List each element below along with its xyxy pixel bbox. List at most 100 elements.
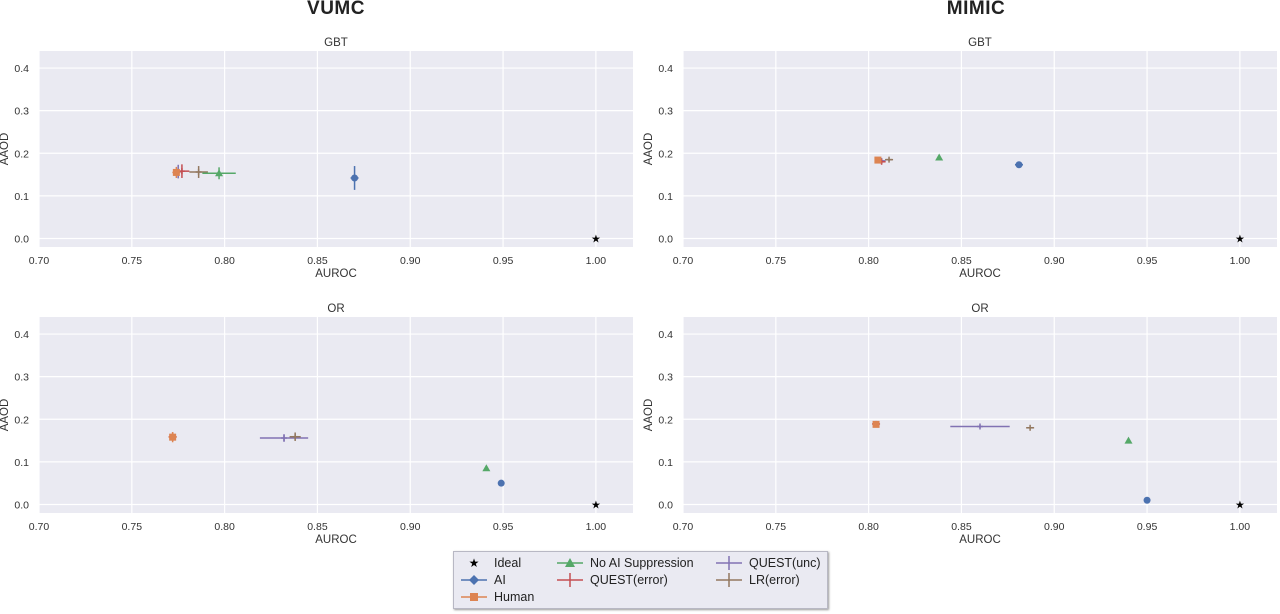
column-title-mimic: MIMIC xyxy=(946,0,1006,19)
y-tick-label: 0.2 xyxy=(14,148,29,160)
point-human xyxy=(172,166,181,178)
x-axis-label: AUROC xyxy=(315,268,357,280)
point-lr-error xyxy=(289,432,301,441)
point-human xyxy=(874,156,882,164)
svg-text:★: ★ xyxy=(469,556,480,570)
x-axis-label: AUROC xyxy=(959,268,1001,280)
y-tick-label: 0.3 xyxy=(658,372,673,384)
y-tick-label: 0.3 xyxy=(658,106,673,118)
panel-vumc-or: 0.70 0.75 0.80 0.85 0.90 0.95 1.00 0.0 0.1 0.2 0.3… xyxy=(0,303,633,546)
legend-item-lr-error: LR(error) xyxy=(715,572,800,588)
y-tick-label: 0.2 xyxy=(658,414,673,426)
x-tick-label: 0.75 xyxy=(122,521,143,533)
panel-mimic-gbt: 0.70 0.75 0.80 0.85 0.90 0.95 1.00 0.0 0.1 0.2 0.3… xyxy=(643,37,1277,280)
x-axis-label: AUROC xyxy=(959,534,1001,546)
quest-error-marker-icon xyxy=(557,573,583,587)
y-tick-label: 0.4 xyxy=(14,63,29,75)
x-tick-label: 1.00 xyxy=(1230,521,1251,533)
plot-background xyxy=(39,51,633,247)
plot-background xyxy=(39,317,633,513)
panel-title: GBT xyxy=(324,37,348,49)
point-human xyxy=(872,420,880,428)
legend-label: Human xyxy=(494,590,535,604)
legend-item-quest-unc: QUEST(unc) xyxy=(715,555,821,571)
ai-marker xyxy=(1143,496,1151,504)
quest-unc-marker-icon xyxy=(716,556,742,570)
human-marker xyxy=(874,156,882,164)
ai-marker xyxy=(497,479,505,487)
panel-title: OR xyxy=(971,303,988,315)
y-tick-label: 0.0 xyxy=(14,233,29,245)
legend-item-no-ai-suppression: No AI Suppression xyxy=(556,555,694,571)
y-tick-label: 0.0 xyxy=(14,499,29,511)
x-tick-label: 0.95 xyxy=(1137,521,1158,533)
y-tick-label: 0.1 xyxy=(658,457,673,469)
ideal-star-marker: ★ xyxy=(1235,233,1245,245)
x-tick-label: 0.70 xyxy=(29,521,50,533)
column-title-vumc: VUMC xyxy=(307,0,365,19)
panel-title: GBT xyxy=(968,37,992,49)
y-axis-label: AAOD xyxy=(0,399,11,432)
plot-background xyxy=(683,317,1277,513)
x-tick-label: 0.70 xyxy=(673,255,694,267)
x-axis-label: AUROC xyxy=(315,534,357,546)
x-tick-label: 0.70 xyxy=(29,255,50,267)
lr-error-marker-icon xyxy=(716,573,742,587)
y-tick-label: 0.3 xyxy=(14,106,29,118)
legend-label: LR(error) xyxy=(749,573,800,587)
legend-item-human: Human xyxy=(460,589,534,605)
point-ai xyxy=(497,479,505,487)
point-no-ai-suppression xyxy=(482,464,491,472)
x-tick-label: 0.75 xyxy=(122,255,143,267)
x-tick-label: 0.95 xyxy=(493,255,514,267)
point-ai xyxy=(350,166,359,190)
x-tick-label: 0.80 xyxy=(214,255,235,267)
legend-item-quest-error: QUEST(error) xyxy=(556,572,668,588)
human-marker xyxy=(169,433,177,441)
x-tick-label: 0.75 xyxy=(766,521,787,533)
legend-item-ai: AI xyxy=(460,572,506,588)
x-tick-label: 0.85 xyxy=(951,255,972,267)
legend-label: No AI Suppression xyxy=(590,556,694,570)
point-ai xyxy=(1143,496,1151,504)
y-tick-label: 0.0 xyxy=(658,499,673,511)
triangle-marker xyxy=(215,169,224,177)
y-tick-label: 0.1 xyxy=(14,457,29,469)
ai-marker xyxy=(1015,161,1023,169)
x-tick-label: 0.85 xyxy=(307,255,328,267)
panel-mimic-or: 0.70 0.75 0.80 0.85 0.90 0.95 1.00 0.0 0.1 0.2 0.3… xyxy=(643,303,1277,546)
point-ai xyxy=(1014,161,1023,169)
point-ideal: ★ xyxy=(1235,233,1245,245)
ideal-marker-icon: ★ xyxy=(469,556,480,570)
point-quest-unc xyxy=(259,434,309,442)
x-tick-label: 0.85 xyxy=(307,521,328,533)
y-axis-label: AAOD xyxy=(643,133,655,166)
legend: ★ Ideal AI Human No AI Suppression QUEST… xyxy=(453,551,828,609)
triangle-marker xyxy=(935,153,944,161)
x-tick-label: 0.95 xyxy=(493,521,514,533)
panel-vumc-gbt: 0.70 0.75 0.80 0.85 0.90 0.95 1.00 0.0 0.1 0.2 0.3… xyxy=(0,37,633,280)
x-tick-label: 0.90 xyxy=(400,521,421,533)
x-tick-label: 1.00 xyxy=(586,521,607,533)
ideal-star-marker: ★ xyxy=(591,233,601,245)
legend-item-ideal: ★ Ideal xyxy=(460,555,521,571)
x-tick-label: 0.80 xyxy=(858,521,879,533)
y-tick-label: 0.1 xyxy=(14,191,29,203)
x-tick-label: 0.95 xyxy=(1137,255,1158,267)
legend-label: AI xyxy=(494,573,506,587)
x-tick-label: 0.90 xyxy=(1044,255,1065,267)
point-no-ai-suppression xyxy=(935,153,944,161)
y-tick-label: 0.4 xyxy=(14,329,29,341)
no-ai-suppression-marker-icon xyxy=(557,558,583,567)
y-tick-label: 0.4 xyxy=(658,329,673,341)
ai-marker-icon xyxy=(461,575,487,585)
point-ideal: ★ xyxy=(1235,499,1245,511)
point-ideal: ★ xyxy=(591,233,601,245)
point-ideal: ★ xyxy=(591,499,601,511)
y-axis-label: AAOD xyxy=(643,399,655,432)
x-tick-label: 1.00 xyxy=(586,255,607,267)
ideal-star-marker: ★ xyxy=(591,499,601,511)
y-tick-label: 0.4 xyxy=(658,63,673,75)
panel-title: OR xyxy=(327,303,344,315)
